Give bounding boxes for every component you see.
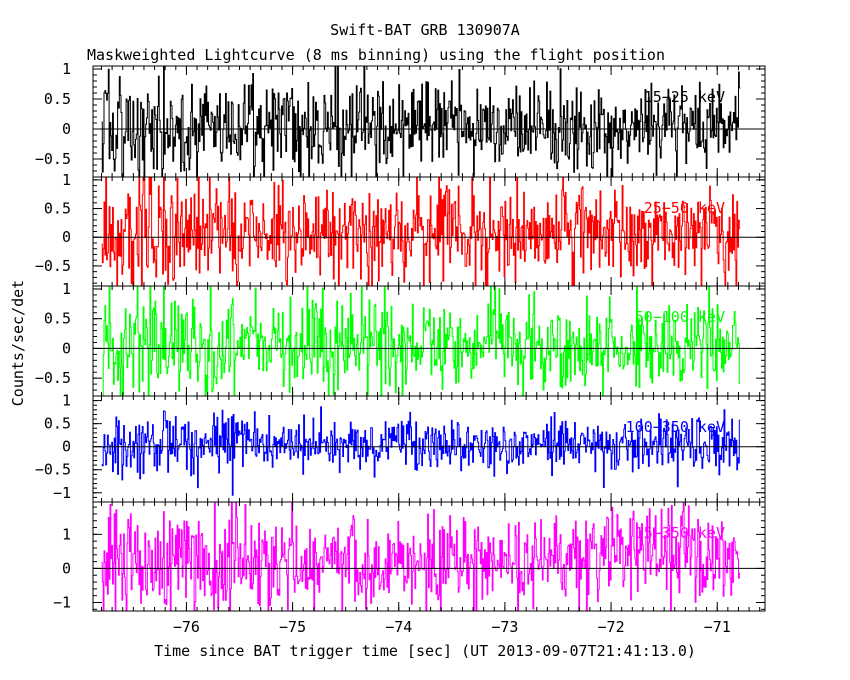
- chart-subtitle: Maskweighted Lightcurve (8 ms binning) u…: [87, 46, 665, 64]
- series-line-50-100-kev: [102, 286, 741, 396]
- panel-2: −0.5 0 0.5 1 25−50 keV: [35, 171, 766, 287]
- y-axis-label: Counts/sec/det: [9, 280, 27, 406]
- x-axis-label: Time since BAT trigger time [sec] (UT 20…: [154, 642, 696, 660]
- x-tick-label: −75: [279, 618, 306, 636]
- band-label: 25−50 keV: [644, 199, 725, 217]
- series-line-25-50-kev: [101, 177, 741, 286]
- x-tick-label: −72: [598, 618, 625, 636]
- y-tick-label: 0.5: [44, 310, 71, 328]
- y-tick-label: 0: [62, 120, 71, 138]
- band-label: 15−350 keV: [635, 524, 725, 542]
- band-label: 15−25 keV: [644, 88, 725, 106]
- band-label: 100−350 keV: [626, 418, 725, 436]
- y-tick-label: 1: [62, 280, 71, 298]
- y-tick-label: 1: [62, 392, 71, 410]
- x-tick-label: −74: [385, 618, 412, 636]
- x-tick-label: −73: [491, 618, 518, 636]
- y-tick-label: 0.5: [44, 200, 71, 218]
- y-tick-label: −0.5: [35, 150, 71, 168]
- series-line-100-350-kev: [101, 406, 741, 496]
- y-tick-label: −1: [53, 484, 71, 502]
- y-tick-label: −0.5: [35, 461, 71, 479]
- chart-title: Swift-BAT GRB 130907A: [330, 21, 520, 39]
- panel-frame: [92, 501, 766, 612]
- series-line-15-350-kev: [101, 502, 741, 611]
- y-tick-label: 0: [62, 559, 71, 577]
- panel-3: −0.5 0 0.5 1 50−100 keV: [35, 280, 766, 397]
- band-label: 50−100 keV: [635, 308, 725, 326]
- y-tick-label: 1: [62, 60, 71, 78]
- y-tick-label: 1: [62, 171, 71, 189]
- panel-5: −1 0 1 15−350 keV: [53, 501, 766, 612]
- panel-4: −1 −0.5 0 0.5 1 100−350 keV: [35, 392, 766, 503]
- y-tick-label: 1: [62, 525, 71, 543]
- x-tick-label: −76: [173, 618, 200, 636]
- series-line-15-25-kev: [101, 66, 741, 177]
- y-tick-label: −1: [53, 593, 71, 611]
- y-tick-label: 0.5: [44, 90, 71, 108]
- panel-1: −0.5 0 0.5 1 15−25 keV: [35, 60, 766, 178]
- y-tick-label: 0: [62, 438, 71, 456]
- y-tick-label: 0: [62, 339, 71, 357]
- y-tick-label: −0.5: [35, 369, 71, 387]
- x-tick-label: −71: [704, 618, 731, 636]
- y-tick-label: −0.5: [35, 257, 71, 275]
- y-tick-label: 0: [62, 228, 71, 246]
- y-tick-label: 0.5: [44, 415, 71, 433]
